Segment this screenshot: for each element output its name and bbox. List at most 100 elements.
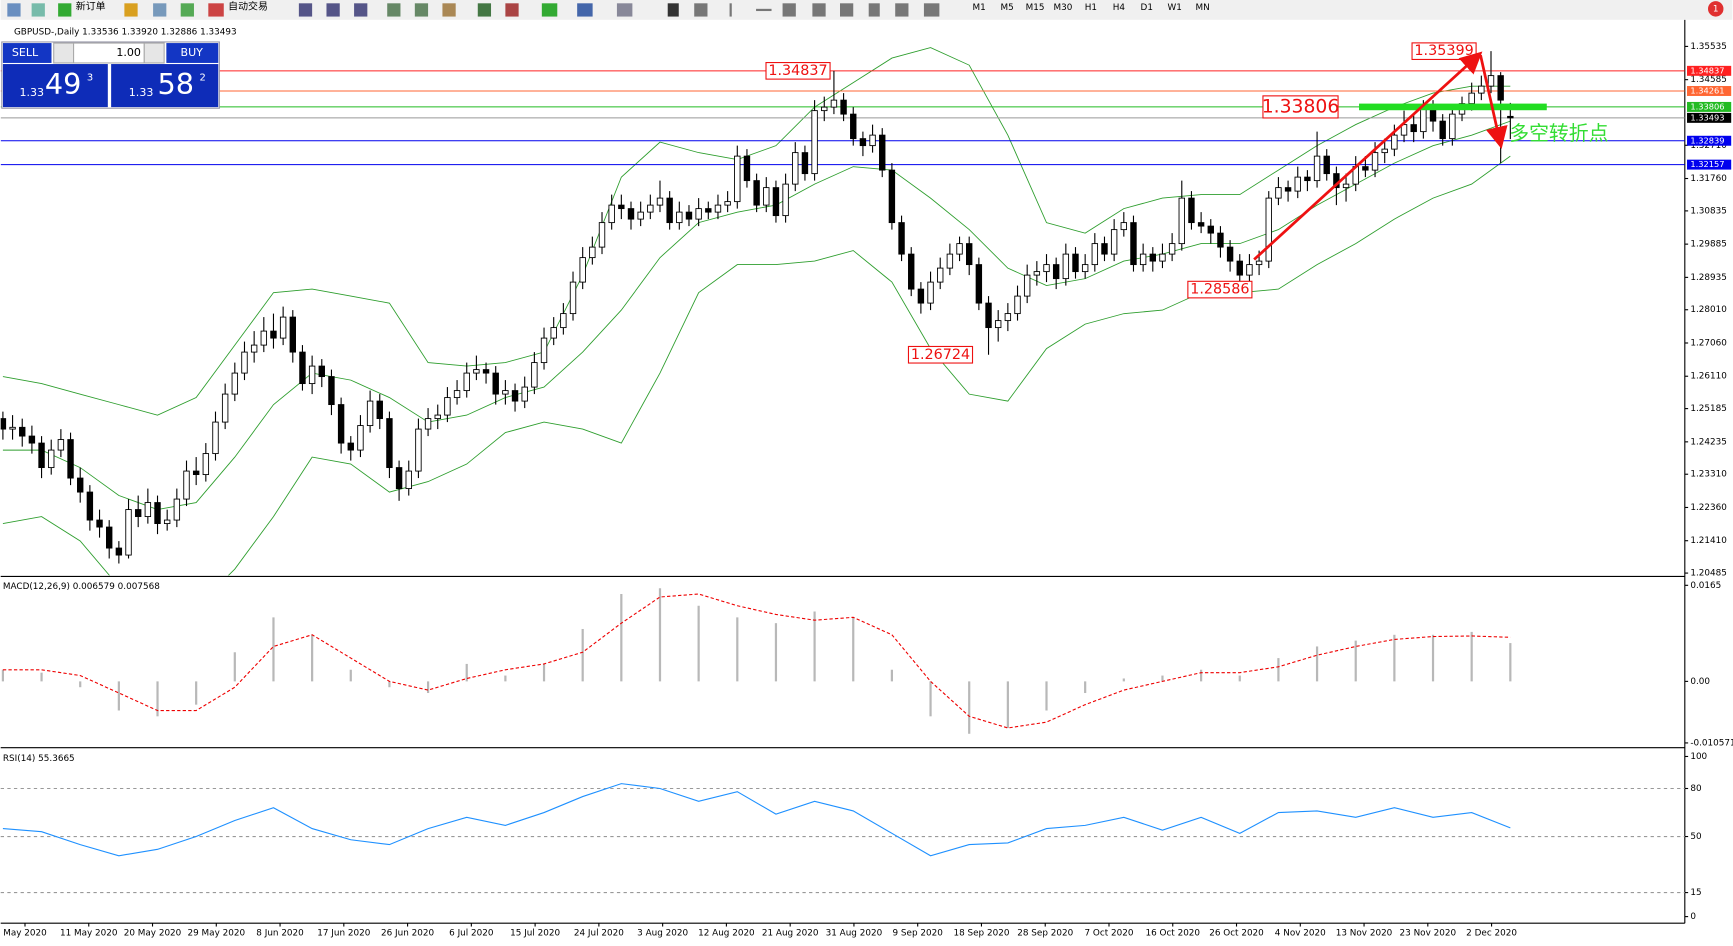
annotation-box	[907, 345, 974, 364]
candle-body	[308, 365, 316, 385]
toolbar-button[interactable]: 新订单	[76, 0, 106, 13]
candle-body	[1052, 264, 1060, 280]
candle-body	[144, 502, 152, 518]
y-tick-label: -0.010571	[1690, 738, 1733, 748]
sell-price[interactable]	[2, 64, 108, 108]
rsi-line	[2, 783, 1511, 857]
candle-body	[850, 113, 857, 140]
candle-body	[386, 418, 393, 469]
candle-body	[714, 204, 722, 213]
x-tick-label: 11 May 2020	[60, 929, 118, 939]
candle-body	[830, 99, 838, 108]
y-tick-label: 80	[1690, 784, 1702, 794]
candle-body	[569, 281, 577, 315]
price-tag-label: 1.33806	[1690, 101, 1724, 111]
candle-body	[1168, 243, 1176, 255]
candle-body	[1497, 75, 1504, 101]
candle-body	[1313, 155, 1321, 182]
price-tag-label: 1.33493	[1690, 112, 1724, 122]
y-tick-label: 0.0165	[1690, 581, 1721, 591]
timeframe[interactable]: M1	[973, 3, 986, 13]
candle-body	[763, 187, 770, 206]
timeframe-bar: M1 M5 M15 M30 H1 H4 D1 W1 MN	[973, 3, 1210, 13]
y-tick-label: 1.23310	[1690, 470, 1727, 480]
candle-body	[511, 390, 519, 402]
candle-body	[782, 183, 789, 217]
x-tick-label: 28 Sep 2020	[1017, 929, 1073, 939]
sell-label[interactable]: SELL	[12, 46, 39, 59]
candle-body	[1304, 176, 1311, 182]
buy-label[interactable]: BUY	[181, 46, 204, 59]
y-tick-label: 1.34585	[1690, 75, 1727, 85]
candle-body	[598, 222, 606, 248]
y-tick-label: 50	[1690, 832, 1702, 842]
timeframe[interactable]: M5	[1000, 3, 1013, 13]
x-tick-label: 9 Sep 2020	[893, 929, 944, 939]
buy-price[interactable]	[111, 64, 219, 108]
timeframe[interactable]: H4	[1113, 3, 1126, 13]
candle-body	[627, 208, 635, 220]
toolbar	[0, 0, 1733, 20]
candle-body	[821, 106, 828, 112]
candle-body	[1246, 264, 1253, 276]
timeframe[interactable]: D1	[1141, 3, 1153, 13]
candle-body	[579, 257, 586, 283]
candle-body	[357, 425, 364, 451]
candle-body	[173, 498, 181, 521]
sell-button[interactable]	[2, 43, 52, 63]
trend-arrow	[1479, 54, 1508, 149]
x-tick-label: 18 Sep 2020	[953, 929, 1009, 939]
candle-body	[801, 152, 809, 175]
candle-body	[183, 470, 190, 500]
candle-body	[444, 397, 451, 416]
candle-body	[1391, 134, 1398, 150]
alert-badge[interactable]: 1	[1713, 4, 1719, 14]
candle-body	[1507, 115, 1514, 119]
candle-body	[395, 467, 403, 490]
toolbar-button[interactable]: 自动交易	[228, 0, 268, 13]
annotation-note: 多空转折点	[1509, 122, 1608, 145]
candle-body	[1381, 148, 1388, 154]
candle-body	[656, 197, 664, 206]
candle-body	[1275, 187, 1282, 199]
buy-button[interactable]	[166, 43, 219, 63]
timeframe[interactable]: M30	[1054, 3, 1073, 13]
x-tick-label: 20 May 2020	[124, 929, 182, 939]
candle-body	[608, 204, 615, 224]
x-tick-label: 13 Nov 2020	[1336, 929, 1393, 939]
annotation: 1.33806	[1262, 96, 1340, 117]
candle-body	[1420, 106, 1427, 133]
price-tag-label: 1.34837	[1690, 65, 1724, 75]
y-tick-label: 100	[1690, 752, 1707, 762]
x-tick-label: 29 May 2020	[187, 929, 245, 939]
candle-body	[434, 414, 441, 420]
candle-body	[134, 509, 142, 518]
candle-body	[1081, 264, 1089, 273]
timeframe[interactable]: M15	[1026, 3, 1045, 13]
candle-body	[792, 152, 799, 185]
candle-body	[405, 470, 412, 490]
y-tick-label: 1.20485	[1690, 569, 1727, 579]
candle-body	[1255, 260, 1263, 266]
candle-body	[260, 330, 268, 346]
candle-body	[1120, 222, 1128, 231]
x-tick-label: 26 Jun 2020	[381, 929, 434, 939]
candle-body	[38, 442, 45, 469]
price-tag	[1687, 135, 1732, 146]
x-tick-label: 17 Jun 2020	[317, 929, 370, 939]
candle-body	[453, 390, 461, 399]
candle-body	[221, 393, 229, 423]
annotation-box	[1262, 95, 1339, 119]
candle-body	[994, 320, 1002, 329]
candle-body	[1342, 183, 1350, 189]
candle-body	[888, 169, 896, 224]
candle-body	[299, 351, 306, 385]
candle-body	[1023, 274, 1031, 297]
timeframe[interactable]: W1	[1168, 3, 1182, 13]
timeframe[interactable]: MN	[1196, 3, 1210, 13]
annotation: 1.26724	[911, 347, 970, 363]
lots[interactable]: 1.00	[116, 46, 141, 59]
timeframe[interactable]: H1	[1085, 3, 1097, 13]
chart-area	[0, 19, 1733, 943]
